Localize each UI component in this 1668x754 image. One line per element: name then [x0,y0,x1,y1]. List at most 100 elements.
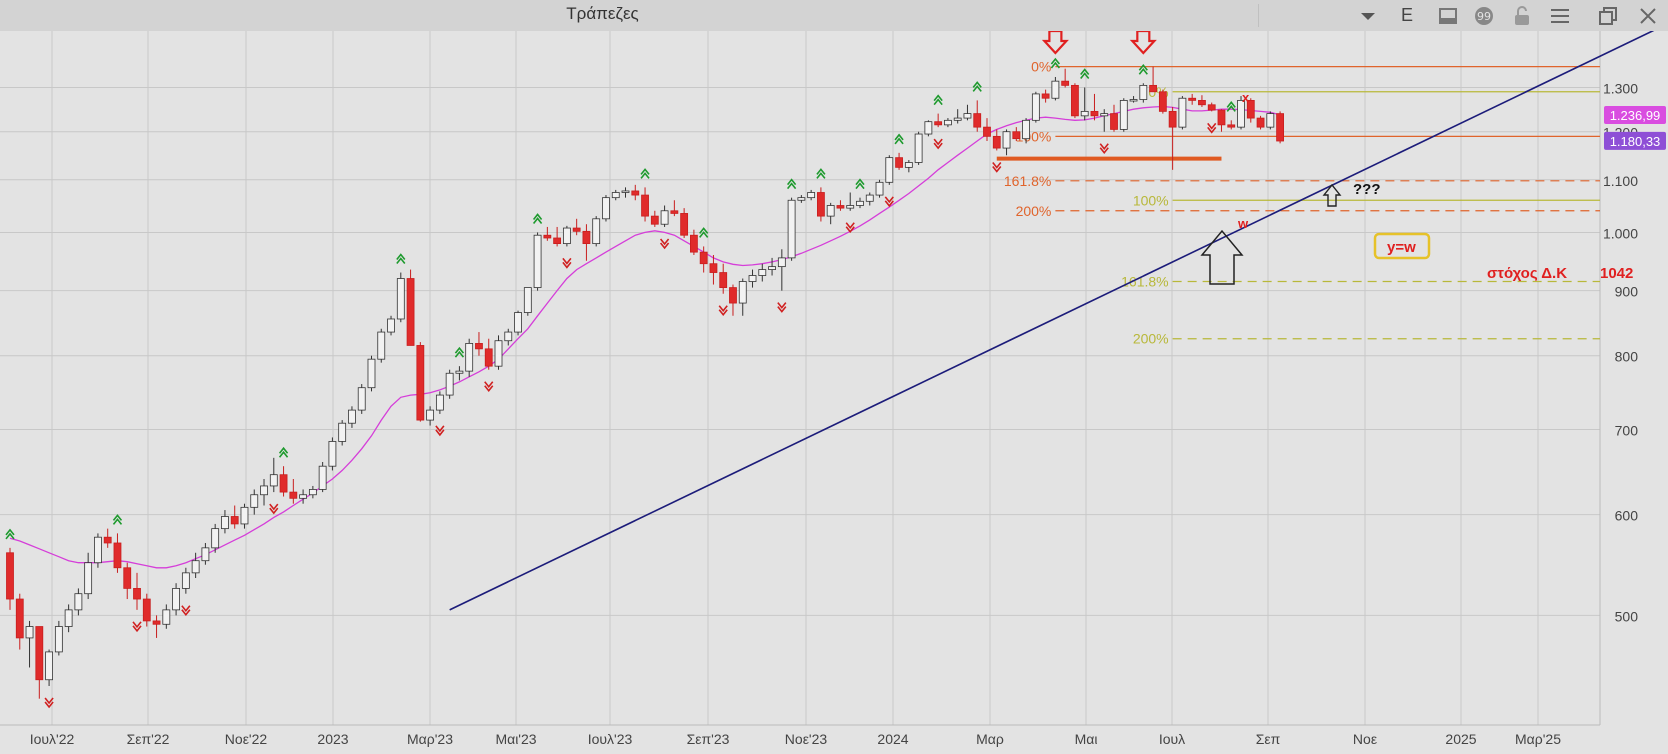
candle-body [377,331,386,360]
peak-marker-icon [396,253,406,265]
candle-body [1178,97,1187,128]
candle-body [455,370,464,374]
menu-icon[interactable] [1540,0,1580,31]
peak-marker-icon [894,133,904,145]
candle-body [885,157,894,183]
candle-body [709,263,718,273]
candle-body [494,340,503,367]
x-tick-label: 2025 [1445,731,1476,747]
x-tick-label: Μαρ [976,731,1004,747]
hollow-up-arrow-icon [1200,229,1244,285]
trough-marker-icon [484,381,494,392]
candle-body [64,609,73,627]
peak-marker-icon [640,168,650,179]
candle-body [6,552,14,600]
candle-body [1119,100,1128,130]
peak-marker-icon [1080,68,1090,80]
candle-body [328,441,337,467]
trough-marker-icon [269,503,279,515]
candle-body [846,205,855,209]
candle-body [826,205,835,217]
candle-body [748,275,757,282]
candle-body [133,588,141,600]
fib-level-orange-label: 0% [1031,59,1051,75]
title-bar: Τράπεζες E 99 [0,0,1668,32]
candle-body [650,215,659,225]
candle-body [416,345,425,421]
x-tick-label: Νοε'23 [785,731,828,747]
panel-icon[interactable] [1428,0,1468,31]
candle-body [1149,84,1157,93]
x-tick-label: Νοε'22 [225,731,268,747]
candle-body [641,194,649,217]
candle-body [1080,110,1089,117]
window-title: Τράπεζες [566,4,639,23]
trough-marker-icon [933,138,943,150]
candle-body [690,234,698,253]
candle-body [582,230,591,245]
close-icon[interactable] [1628,0,1668,31]
candle-body [84,562,93,595]
candle-body [142,598,151,622]
comment-icon[interactable]: 99 [1464,0,1504,31]
candle-body [914,133,923,163]
candle-body [865,194,874,202]
candle-body [279,474,288,493]
candle-body [221,516,229,530]
candle-body [435,394,444,411]
candle-body [1031,93,1040,121]
lock-icon[interactable] [1502,0,1542,31]
candle-body [729,287,737,304]
candle-body [1090,110,1099,117]
wave-w-label: w [1237,216,1249,231]
trough-marker-icon [992,161,1002,173]
dropdown-icon[interactable] [1348,0,1388,31]
candle-body [45,651,53,681]
candle-body [54,626,63,653]
candle-body [963,113,972,119]
peak-marker-icon [816,168,826,179]
fib-level-orange-label: 200% [1016,203,1052,219]
candle-body [299,494,308,499]
candle-body [992,135,1001,149]
candle-body [934,121,943,126]
candle-body [1168,110,1177,128]
restore-window-icon[interactable] [1588,0,1628,31]
candle-body [1100,113,1109,117]
candle-body [758,269,767,276]
trough-marker-icon [1207,122,1217,134]
candle-body [103,536,112,544]
candle-body [944,119,952,126]
red-down-arrow-icon [1041,31,1069,55]
candle-body [680,213,689,236]
candle-body [250,494,259,508]
candle-body [1041,93,1050,99]
candlestick-chart: 5006007008009001.0001.1001.2001.300Ιουλ'… [0,31,1668,754]
x-tick-label: Σεπ'23 [687,731,730,747]
peak-marker-icon [1138,63,1148,75]
candle-body [1266,113,1275,128]
candle-body [367,358,376,389]
trough-marker-icon [718,305,728,317]
target-value: 1042 [1600,265,1633,282]
candle-body [543,234,552,239]
candle-body [1110,113,1118,130]
candle-body [201,547,210,562]
y-tick-label: 1.100 [1603,173,1638,189]
e-button[interactable]: E [1400,5,1413,25]
peak-marker-icon [855,178,865,190]
candle-body [562,227,571,245]
candle-body [181,572,190,589]
candle-body [592,218,601,245]
peak-marker-icon [933,94,943,106]
candle-body [289,491,298,499]
candle-body [152,620,161,625]
trough-marker-icon [659,238,670,250]
candle-body [211,528,220,549]
plot-background [0,31,1668,754]
peak-marker-icon [786,178,797,190]
candle-body [338,422,347,442]
trough-marker-icon [562,257,572,269]
small-up-arrow-icon [1322,183,1342,207]
price-badge [1604,105,1666,124]
